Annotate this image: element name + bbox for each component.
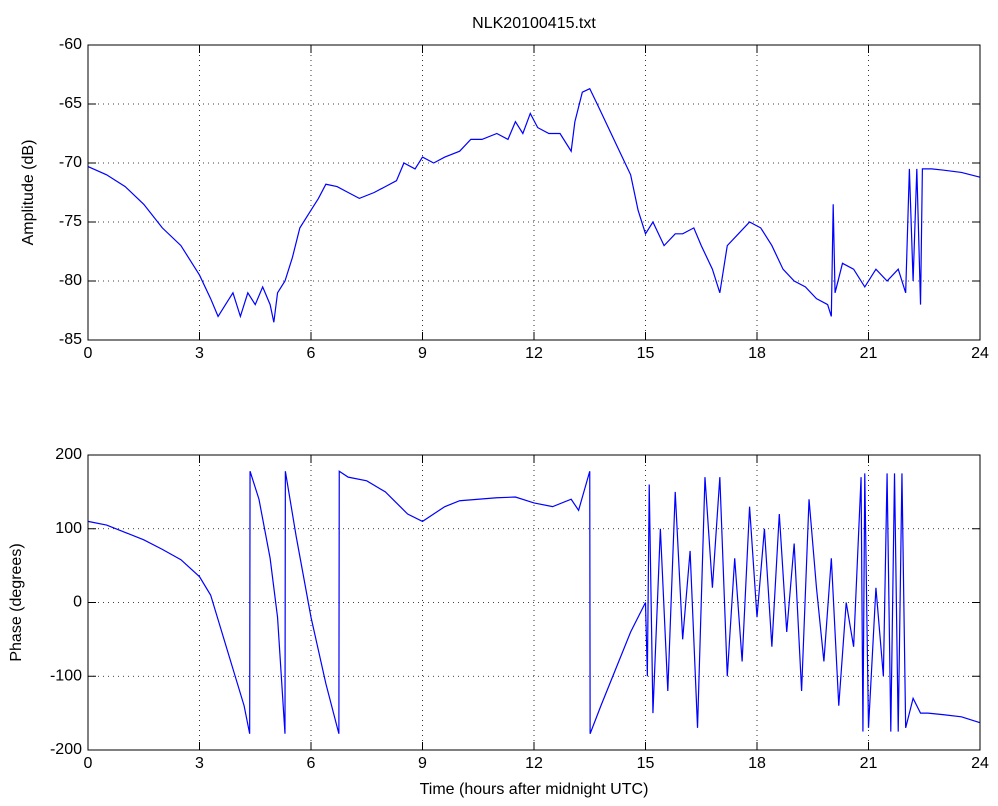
x-tick-label: 0: [84, 755, 93, 772]
x-tick-label: 3: [195, 345, 204, 362]
y-tick-label: -200: [50, 741, 82, 758]
axes-frame: [87, 454, 981, 751]
y-tick-label: -70: [59, 154, 82, 171]
x-tick-label: 6: [307, 345, 316, 362]
x-tick-label: 15: [637, 345, 655, 362]
y-tick-label: -80: [59, 272, 82, 289]
y-tick-label: 100: [55, 520, 82, 537]
y-tick-label: -85: [59, 331, 82, 348]
axes-frame: [87, 44, 981, 341]
y-tick-label: 200: [55, 446, 82, 463]
x-tick-label: 21: [860, 345, 878, 362]
x-tick-label: 12: [525, 755, 543, 772]
y-tick-label: 0: [73, 594, 82, 611]
x-tick-label: 15: [637, 755, 655, 772]
x-tick-label: 24: [971, 345, 989, 362]
x-tick-label: 18: [748, 755, 766, 772]
x-tick-label: 18: [748, 345, 766, 362]
data-line: [87, 470, 981, 734]
y-tick-label: -75: [59, 213, 82, 230]
chart-title: NLK20100415.txt: [472, 15, 596, 32]
y-axis-label: Amplitude (dB): [20, 140, 37, 246]
x-tick-label: 12: [525, 345, 543, 362]
x-axis-label: Time (hours after midnight UTC): [420, 781, 649, 798]
x-tick-label: 9: [418, 755, 427, 772]
x-tick-label: 24: [971, 755, 989, 772]
x-tick-label: 9: [418, 345, 427, 362]
x-tick-label: 6: [307, 755, 316, 772]
y-axis-label: Phase (degrees): [8, 543, 25, 661]
data-line: [87, 87, 981, 323]
y-tick-label: -60: [59, 36, 82, 53]
x-tick-label: 0: [84, 345, 93, 362]
y-tick-label: -100: [50, 667, 82, 684]
y-tick-label: -65: [59, 95, 82, 112]
x-tick-label: 3: [195, 755, 204, 772]
x-tick-label: 21: [860, 755, 878, 772]
